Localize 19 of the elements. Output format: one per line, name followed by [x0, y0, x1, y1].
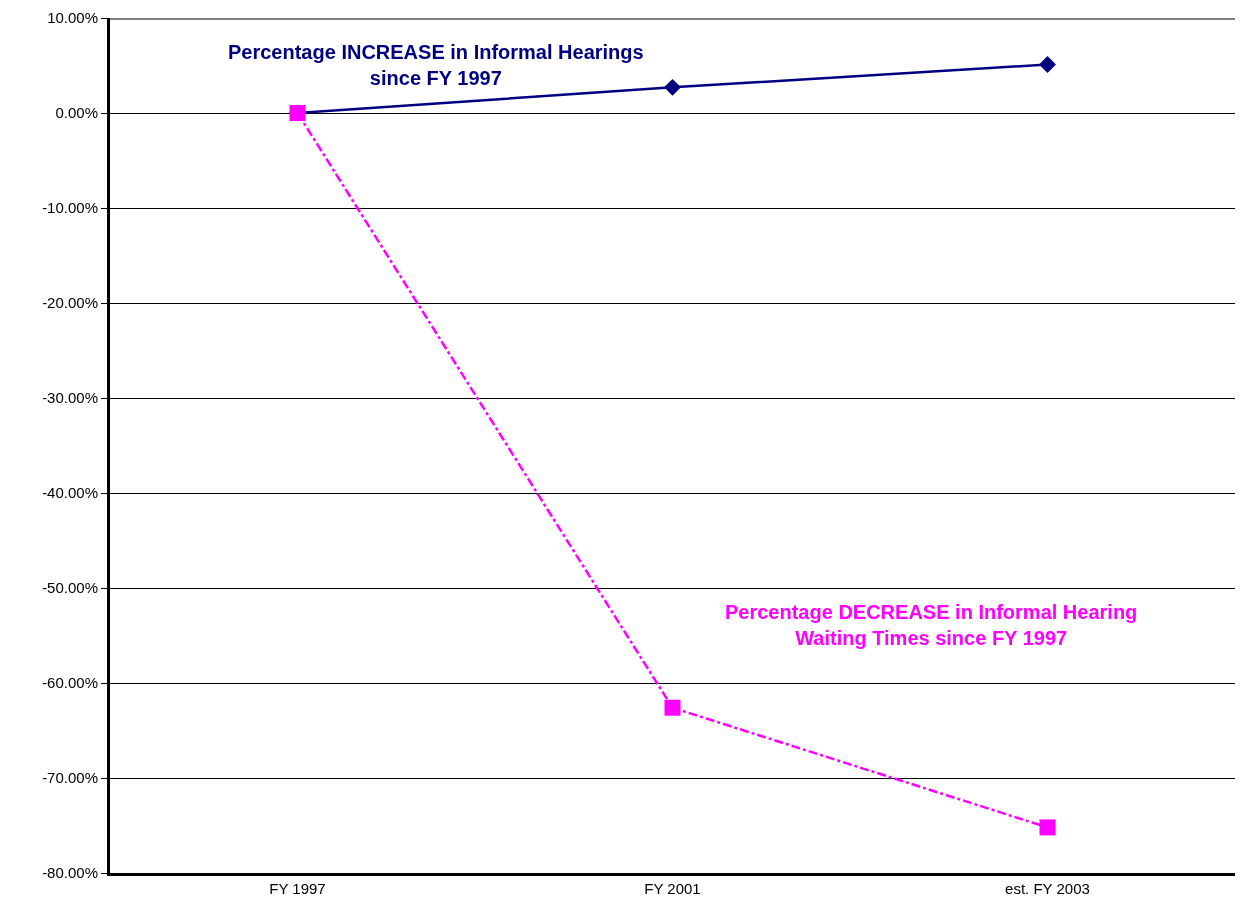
series-label: Percentage INCREASE in Informal Hearings since FY 1997	[228, 41, 644, 89]
x-tick-label: est. FY 2003	[1005, 880, 1090, 897]
point	[664, 78, 681, 96]
y-tick-label: -30.00%	[42, 389, 98, 407]
y-tick-label: -20.00%	[42, 294, 98, 312]
point	[664, 699, 681, 716]
y-tick-label: -60.00%	[42, 674, 98, 692]
y-tick-label: 0.00%	[55, 104, 98, 122]
text: Percentage DECREASE in Informal Hearing Waiting Times since FY 1997	[725, 601, 1138, 649]
x-tick-label: FY 1997	[269, 880, 326, 897]
y-tick-label: -70.00%	[42, 769, 98, 787]
y-tick-label: -80.00%	[42, 864, 98, 882]
y-tick-label: -50.00%	[42, 579, 98, 597]
point	[1039, 56, 1056, 73]
x-tick-label: FY 2001	[644, 880, 701, 897]
y-tick-label: -40.00%	[42, 484, 98, 502]
y-tick-label: -10.00%	[42, 199, 98, 217]
point	[1039, 819, 1056, 836]
y-tick-label: 10.00%	[47, 9, 98, 27]
